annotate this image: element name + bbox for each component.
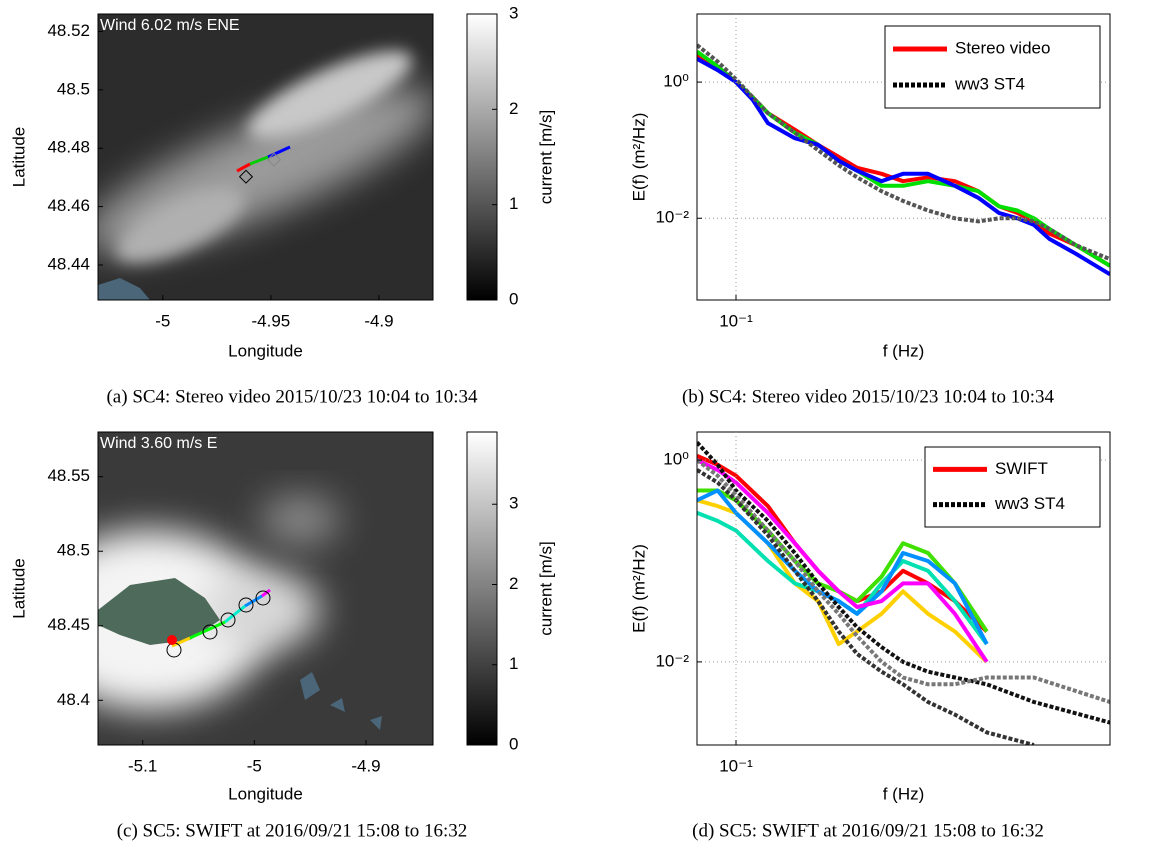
y-tick-label: 10⁻² [655, 651, 689, 670]
x-axis-label: f (Hz) [883, 341, 925, 360]
x-axis-label: Longitude [228, 341, 303, 360]
y-tick-label: 10⁻² [655, 208, 689, 227]
plot-frame [97, 13, 434, 301]
y-tick-label: 48.4 [57, 690, 90, 709]
colorbar-tick-label: 3 [509, 3, 518, 22]
colorbar [466, 431, 498, 746]
plot-frame [97, 431, 434, 746]
legend-label: ww3 ST4 [994, 494, 1065, 513]
series-line [697, 458, 1110, 704]
y-tick-label: 48.44 [47, 254, 90, 273]
caption: (d) SC5: SWIFT at 2016/09/21 15:08 to 16… [692, 820, 1044, 841]
y-tick-label: 48.48 [47, 138, 90, 157]
colorbar [466, 13, 498, 301]
caption: (a) SC4: Stereo video 2015/10/23 10:04 t… [106, 386, 478, 407]
series-line [697, 458, 989, 664]
y-tick-label: 10⁰ [663, 450, 689, 469]
colorbar-label: current [m/s] [536, 110, 555, 204]
x-tick-label: -5.1 [128, 756, 157, 775]
x-tick-label: -4.95 [252, 311, 291, 330]
y-axis-label: Latitude [9, 558, 28, 619]
series-line [697, 43, 1110, 262]
x-axis-label: f (Hz) [883, 784, 925, 803]
annotation: Wind 3.60 m/s E [100, 435, 217, 452]
series-line [697, 441, 1110, 725]
caption: (c) SC5: SWIFT at 2016/09/21 15:08 to 16… [117, 820, 468, 841]
x-tick-label: -5 [247, 756, 262, 775]
legend-label: ww3 ST4 [954, 75, 1025, 94]
colorbar-tick-label: 2 [509, 99, 518, 118]
series-line [697, 57, 1110, 277]
x-tick-label: -5 [155, 311, 170, 330]
y-axis-label: E(f) (m²/Hz) [629, 544, 648, 633]
caption: (b) SC4: Stereo video 2015/10/23 10:04 t… [682, 386, 1055, 407]
y-axis-label: Latitude [9, 127, 28, 188]
x-tick-label: -4.9 [364, 311, 393, 330]
colorbar-tick-label: 0 [509, 734, 518, 753]
x-tick-label: -4.9 [351, 756, 380, 775]
y-tick-label: 10⁰ [663, 72, 689, 91]
colorbar-tick-label: 1 [509, 654, 518, 673]
legend-box [884, 25, 1101, 109]
legend-box [924, 446, 1101, 528]
colorbar-tick-label: 2 [509, 574, 518, 593]
annotation: Wind 6.02 m/s ENE [100, 17, 240, 34]
y-tick-label: 48.55 [47, 466, 90, 485]
x-tick-label: 10⁻¹ [719, 756, 753, 775]
x-tick-label: 10⁻¹ [719, 311, 753, 330]
colorbar-tick-label: 0 [509, 289, 518, 308]
plot-frame [696, 13, 1111, 301]
y-tick-label: 48.45 [47, 615, 90, 634]
y-axis-label: E(f) (m²/Hz) [629, 113, 648, 202]
legend-label: SWIFT [995, 459, 1048, 478]
series-line [697, 468, 1035, 745]
map-image [98, 432, 433, 745]
colorbar-tick-label: 1 [509, 194, 518, 213]
y-tick-label: 48.5 [57, 79, 90, 98]
plot-frame [696, 431, 1111, 746]
x-axis-label: Longitude [228, 784, 303, 803]
legend-label: Stereo video [955, 38, 1050, 57]
map-image [98, 14, 433, 300]
y-tick-label: 48.52 [47, 21, 90, 40]
colorbar-label: current [m/s] [536, 541, 555, 635]
y-tick-label: 48.5 [57, 541, 90, 560]
y-tick-label: 48.46 [47, 196, 90, 215]
colorbar-tick-label: 3 [509, 494, 518, 513]
